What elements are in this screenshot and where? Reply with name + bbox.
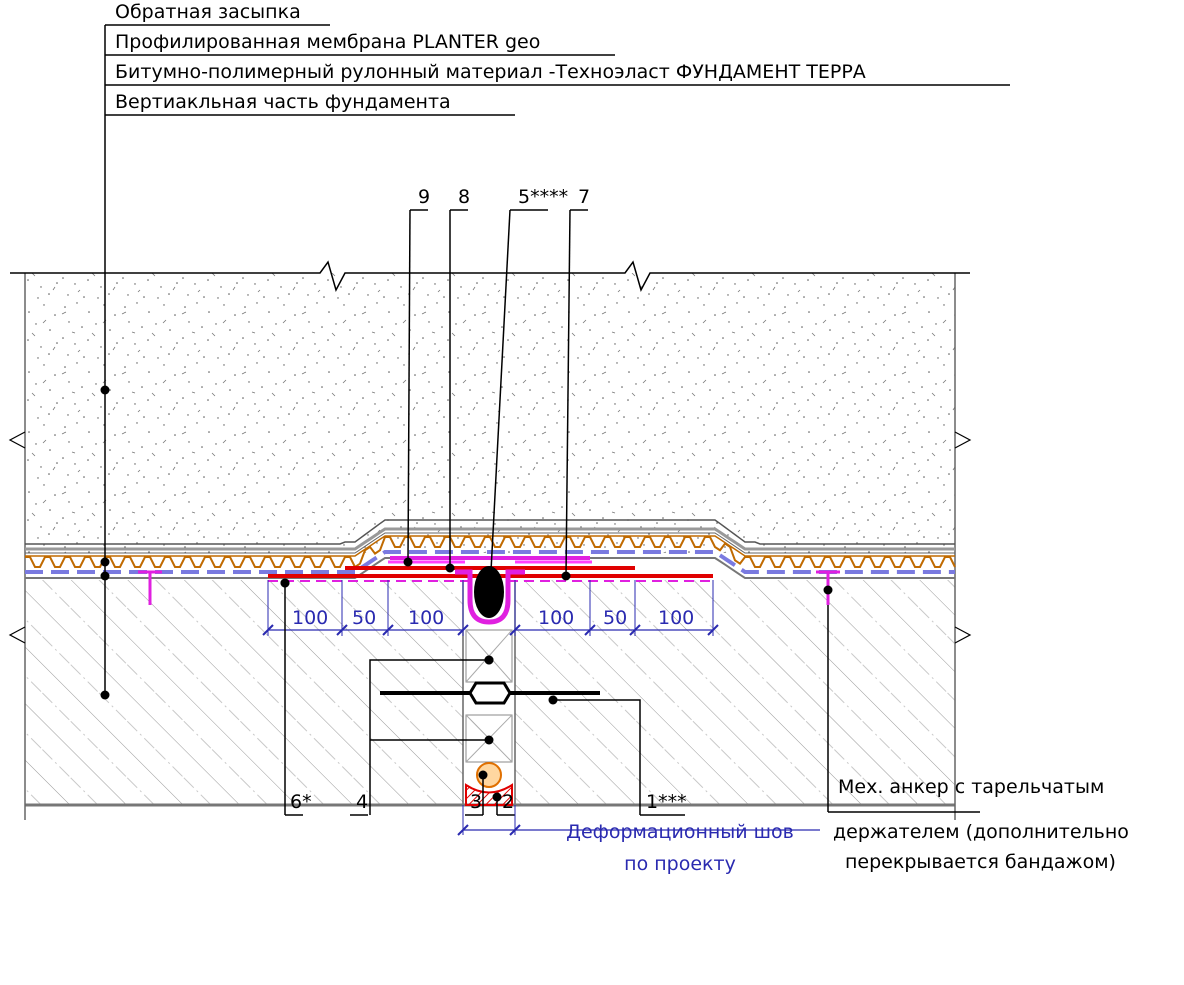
line [584,624,596,636]
joint-note: по проекту [624,853,736,875]
leader-label: Обратная засыпка [115,1,301,23]
callout-number: 3 [470,791,482,813]
waterstop [468,681,512,705]
leader-dot [485,585,495,595]
joint-note: Деформационный шов [566,821,794,843]
callout-number: 7 [578,186,590,208]
anchor-note: Мех. анкер с тарельчатым [838,776,1104,798]
line [262,624,274,636]
line [25,527,955,551]
line [382,624,394,636]
sealant [465,783,513,806]
line [954,431,972,449]
leader-dot [823,585,833,595]
leader-dot [403,557,413,567]
line [489,209,511,591]
line [25,536,956,569]
line [8,431,26,449]
line [509,824,521,836]
dimension-label: 50 [603,607,627,629]
dimension-label: 100 [408,607,444,629]
omega-loop [455,569,525,625]
dimension-label: 100 [658,607,694,629]
line [25,535,955,557]
line [10,260,970,292]
backfill [25,273,955,553]
line [369,659,489,815]
leader-dot [484,735,494,745]
leader-dot [561,571,571,581]
line [457,824,469,836]
line [25,519,955,545]
line [8,626,26,644]
leader-dot [484,655,494,665]
line [954,626,972,644]
line [565,209,571,577]
callout-number: 6* [290,791,312,813]
line [336,624,348,636]
line [407,209,411,563]
leader-label: Вертиакльная часть фундамента [115,91,451,113]
anchor-note: держателем (дополнительно [833,821,1129,843]
line [25,532,955,554]
leader-dot [100,557,110,567]
leader-dot [445,563,455,573]
leader-dot [492,792,502,802]
line [457,624,469,636]
callout-number: 4 [356,791,368,813]
leader-label: Битумно-полимерный рулонный материал -Те… [115,61,866,83]
leader-dot [478,770,488,780]
callout-number: 8 [458,186,470,208]
line [629,624,641,636]
line [25,550,955,574]
callout-number: 2 [502,791,514,813]
leader-dot [280,578,290,588]
line [553,699,641,815]
dimension-label: 100 [292,607,328,629]
dimension-label: 100 [538,607,574,629]
leader-dot [100,690,110,700]
callout-number: 5**** [518,186,568,208]
leader-dot [100,571,110,581]
leader-dot [548,695,558,705]
callout-number: 1*** [646,791,687,813]
dimension-label: 50 [352,607,376,629]
leader-label: Профилированная мембрана PLANTER geo [115,31,540,53]
leader-dot [100,385,110,395]
anchor-note: перекрывается бандажом) [845,851,1116,873]
line [509,624,521,636]
callout-number: 9 [418,186,430,208]
line [707,624,719,636]
